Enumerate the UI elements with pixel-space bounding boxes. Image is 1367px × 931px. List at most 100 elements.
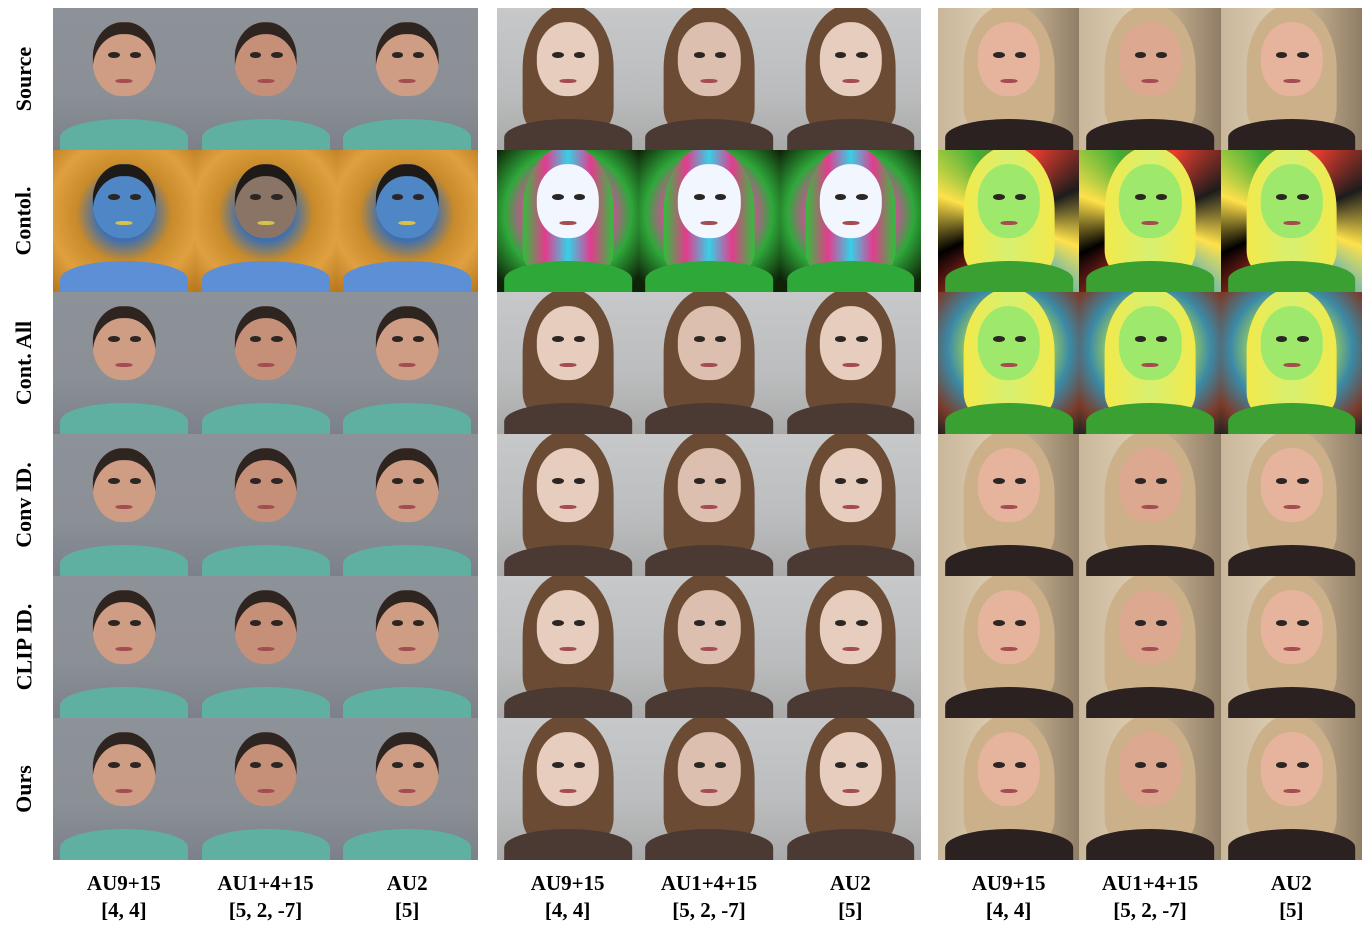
- eye-shape: [250, 336, 262, 342]
- eye-shape: [1297, 336, 1309, 342]
- mouth-shape: [257, 505, 275, 510]
- eye-shape: [1297, 620, 1309, 626]
- eye-shape: [1134, 336, 1146, 342]
- eye-shape: [1014, 478, 1026, 484]
- face-image: [497, 292, 639, 434]
- face-shape: [376, 590, 439, 665]
- face-image: [497, 434, 639, 576]
- face-image: [1220, 150, 1362, 292]
- eye-shape: [834, 620, 847, 626]
- intensity-values: [4, 4]: [101, 898, 147, 922]
- mouth-shape: [842, 505, 860, 510]
- eye-shape: [856, 194, 868, 200]
- face-image: [779, 292, 921, 434]
- face-shape: [977, 164, 1041, 239]
- face-image: [779, 150, 921, 292]
- face-image: [638, 292, 781, 434]
- face-image: [779, 8, 921, 150]
- face-image: [1079, 292, 1222, 434]
- action-unit-label: AU1+4+15: [660, 871, 758, 895]
- face-image: [1079, 150, 1222, 292]
- face-shape: [1260, 306, 1323, 381]
- face-shape: [536, 22, 600, 97]
- face-shape: [977, 306, 1041, 381]
- face-shape: [234, 732, 298, 807]
- mouth-shape: [1000, 647, 1018, 652]
- face-image: [938, 718, 1080, 860]
- shoulders-shape: [60, 544, 189, 576]
- eye-shape: [552, 478, 564, 484]
- face-shape: [678, 590, 741, 665]
- eye-shape: [573, 52, 585, 58]
- shoulders-shape: [343, 828, 472, 860]
- eye-shape: [573, 336, 585, 342]
- row-label: Cont. All: [0, 292, 48, 434]
- face-image: [194, 150, 337, 292]
- eye-shape: [391, 52, 404, 58]
- face-shape: [678, 22, 741, 97]
- intensity-values: [5]: [394, 898, 420, 922]
- mouth-shape: [257, 789, 275, 794]
- shoulders-shape: [1086, 828, 1215, 860]
- face-image: [1220, 434, 1362, 576]
- eye-shape: [1155, 478, 1168, 484]
- face-shape: [1119, 448, 1182, 523]
- mouth-shape: [842, 647, 860, 652]
- subject-panel-man: [53, 8, 478, 860]
- intensity-values: [4, 4]: [544, 898, 591, 922]
- mouth-shape: [559, 789, 577, 794]
- shoulders-shape: [645, 544, 774, 576]
- column-label: AU1+4+15 [5, 2, -7]: [638, 870, 779, 924]
- face-image: [497, 576, 639, 718]
- shoulders-shape: [1086, 118, 1215, 150]
- face-image: [938, 576, 1080, 718]
- shoulders-shape: [1227, 402, 1356, 434]
- eye-shape: [1014, 194, 1026, 200]
- shoulders-shape: [343, 544, 472, 576]
- face-image: [336, 434, 478, 576]
- face-shape: [376, 448, 439, 523]
- face-shape: [536, 448, 600, 523]
- eye-shape: [1134, 194, 1146, 200]
- intensity-values: [5, 2, -7]: [1113, 898, 1187, 922]
- mouth-shape: [559, 363, 577, 368]
- eye-shape: [856, 336, 868, 342]
- eye-shape: [552, 194, 564, 200]
- eye-shape: [108, 478, 120, 484]
- eye-shape: [1155, 194, 1168, 200]
- eye-shape: [573, 478, 585, 484]
- eye-shape: [993, 336, 1005, 342]
- face-image: [53, 434, 196, 576]
- eye-shape: [271, 620, 283, 626]
- mouth-shape: [257, 363, 275, 368]
- mouth-shape: [1000, 363, 1018, 368]
- mouth-shape: [1283, 221, 1301, 226]
- face-shape: [1260, 448, 1323, 523]
- face-image: [638, 434, 781, 576]
- eye-shape: [391, 336, 404, 342]
- mouth-shape: [842, 79, 860, 84]
- face-image: [53, 576, 196, 718]
- shoulders-shape: [645, 402, 774, 434]
- eye-shape: [1297, 762, 1309, 768]
- face-image: [638, 576, 781, 718]
- shoulders-shape: [504, 828, 632, 860]
- mouth-shape: [1283, 79, 1301, 84]
- shoulders-shape: [645, 118, 774, 150]
- shoulders-shape: [201, 260, 330, 292]
- row-label-text: Conv ID.: [11, 462, 37, 548]
- face-shape: [92, 164, 156, 239]
- eye-shape: [129, 620, 142, 626]
- shoulders-shape: [786, 686, 915, 718]
- eye-shape: [271, 336, 283, 342]
- eye-shape: [413, 194, 425, 200]
- row-label: Conv ID.: [0, 434, 48, 576]
- shoulders-shape: [60, 686, 189, 718]
- column-label: AU9+15 [4, 4]: [497, 870, 638, 924]
- eye-shape: [250, 762, 262, 768]
- eye-shape: [552, 620, 564, 626]
- shoulders-shape: [945, 544, 1073, 576]
- mouth-shape: [257, 79, 275, 84]
- mouth-shape: [257, 647, 275, 652]
- face-shape: [234, 22, 298, 97]
